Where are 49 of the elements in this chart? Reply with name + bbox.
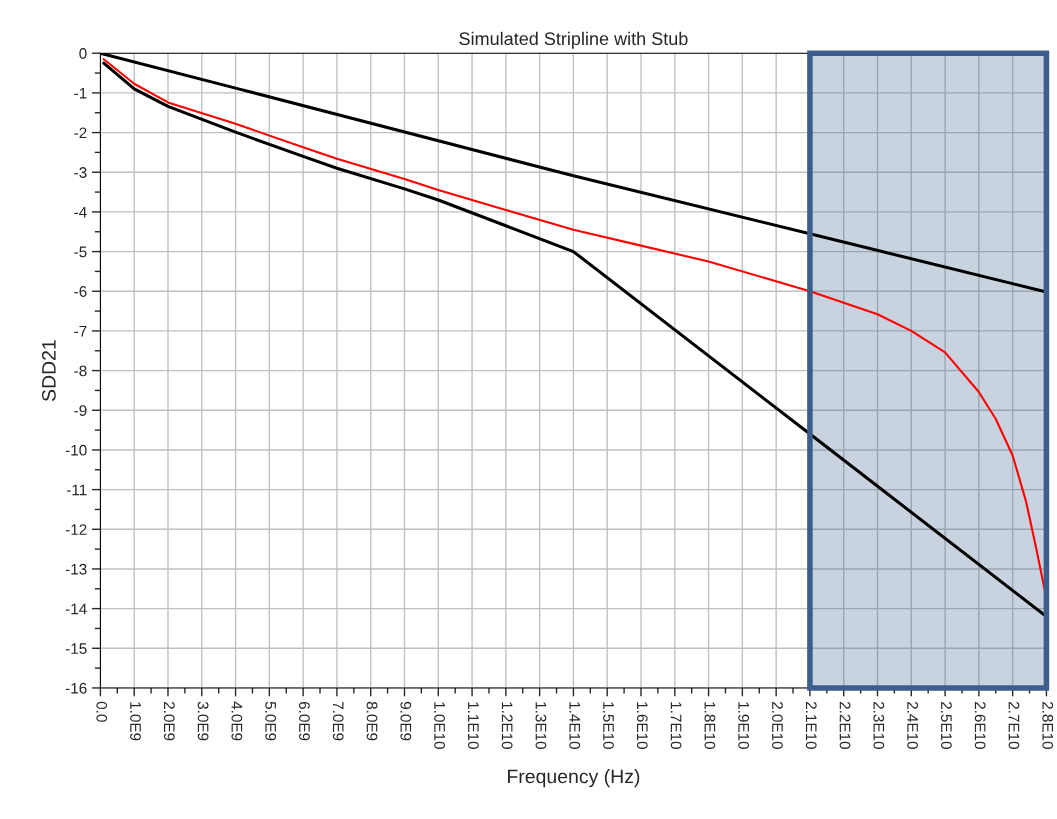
- x-tick-label: 1.3E10: [535, 702, 547, 749]
- x-tick-label: 2.3E10: [873, 701, 885, 749]
- y-tick-label: -5: [74, 246, 87, 258]
- y-tick-label: -8: [74, 365, 87, 377]
- x-tick-label: 1.5E10: [603, 702, 614, 749]
- x-tick-label: 6.0E9: [299, 701, 310, 741]
- x-tick-label: 1.0E9: [130, 702, 141, 741]
- x-tick-label: 1.0E10: [434, 702, 445, 749]
- x-tick-label: 2.2E10: [839, 701, 851, 749]
- y-tick-label: -15: [65, 643, 87, 654]
- x-tick-label: 1.4E10: [569, 702, 581, 749]
- y-tick-label: -11: [66, 484, 87, 496]
- x-tick-label: 0.0: [96, 701, 108, 722]
- y-axis-title: SDD21: [41, 340, 56, 402]
- y-tick-label: -13: [65, 563, 87, 575]
- x-tick-label: 1.1E10: [467, 702, 479, 749]
- x-tick-label: 2.4E10: [907, 701, 918, 749]
- y-tick-label: -1: [74, 87, 87, 99]
- x-tick-label: 2.8E10: [1042, 701, 1054, 749]
- x-tick-label: 2.7E10: [1008, 701, 1020, 749]
- y-tick-label: -10: [65, 444, 87, 456]
- x-tick-label: 2.0E10: [772, 701, 783, 749]
- x-tick-label: 8.0E9: [366, 701, 378, 741]
- x-tick-label: 3.0E9: [197, 701, 209, 741]
- chart-title: Simulated Stripline with Stub: [459, 31, 688, 49]
- x-tick-label: 1.6E10: [636, 702, 648, 749]
- x-tick-label: 2.5E10: [940, 701, 952, 749]
- y-tick-label: -3: [74, 167, 87, 178]
- y-tick-label: -4: [74, 206, 87, 218]
- x-tick-label: 1.2E10: [501, 702, 513, 749]
- x-tick-label: 1.9E10: [738, 702, 750, 749]
- x-axis-title: Frequency (Hz): [508, 769, 640, 788]
- x-tick-label: 2.0E9: [163, 701, 175, 741]
- x-tick-label: 5.0E9: [265, 701, 277, 741]
- y-tick-label: -7: [74, 325, 87, 337]
- y-tick-label: -9: [74, 405, 87, 416]
- y-tick-label: -14: [65, 603, 87, 615]
- x-tick-label: 1.7E10: [670, 702, 682, 749]
- y-tick-label: -12: [65, 524, 87, 535]
- y-tick-label: 0: [79, 48, 87, 59]
- x-tick-label: 7.0E9: [332, 701, 344, 741]
- y-tick-label: -16: [65, 682, 87, 694]
- x-tick-label: 4.0E9: [231, 701, 243, 741]
- x-tick-label: 2.6E10: [974, 701, 986, 749]
- y-tick-label: -6: [74, 286, 87, 297]
- x-tick-label: 9.0E9: [400, 701, 412, 741]
- x-tick-label: 2.1E10: [805, 701, 817, 749]
- y-tick-label: -2: [74, 127, 87, 139]
- x-tick-label: 1.8E10: [704, 702, 716, 749]
